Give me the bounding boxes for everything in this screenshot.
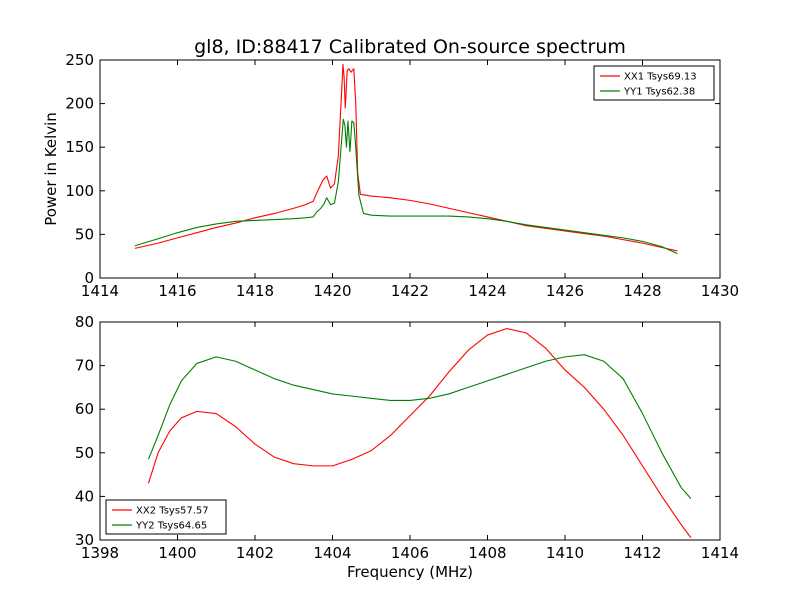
bottom-x-tick-label: 1400 bbox=[158, 544, 196, 562]
bottom-y-tick-label: 80 bbox=[75, 313, 94, 331]
x-axis-label: Frequency (MHz) bbox=[347, 563, 473, 581]
bottom-legend-label: YY2 Tsys64.65 bbox=[135, 521, 207, 532]
chart-title: gl8, ID:88417 Calibrated On-source spect… bbox=[194, 36, 626, 58]
top-x-tick-label: 1428 bbox=[623, 282, 661, 300]
top-panel: 1414 1416 1418 1420 1422 1424 1426 1428 1430 0 50 1… bbox=[65, 51, 739, 300]
bottom-x-tick-label: 1414 bbox=[701, 544, 739, 562]
top-series-2-line bbox=[134, 118, 678, 255]
bottom-legend: XX2 Tsys57.57 YY2 Tsys64.65 bbox=[105, 499, 227, 535]
top-y-tick-label: 0 bbox=[84, 269, 94, 287]
top-y-tick-label: 100 bbox=[65, 182, 94, 200]
top-y-tick-label: 250 bbox=[65, 51, 94, 69]
top-x-tick-label: 1426 bbox=[546, 282, 584, 300]
top-legend-label: YY1 Tsys62.38 bbox=[623, 87, 695, 98]
top-x-tick-label: 1416 bbox=[158, 282, 196, 300]
bottom-x-tick-label: 1410 bbox=[546, 544, 584, 562]
bottom-x-tick-label: 1408 bbox=[468, 544, 506, 562]
bottom-x-tick-label: 1406 bbox=[391, 544, 429, 562]
top-legend-box bbox=[593, 65, 715, 101]
y-axis-label: Power in Kelvin bbox=[42, 112, 60, 226]
bottom-legend-label: XX2 Tsys57.57 bbox=[136, 506, 209, 517]
bottom-series-1-line bbox=[147, 327, 692, 539]
bottom-y-tick-label: 60 bbox=[75, 400, 94, 418]
top-y-tick-label: 150 bbox=[65, 138, 94, 156]
bottom-y-tick-label: 50 bbox=[75, 444, 94, 462]
top-x-tick-label: 1414 bbox=[81, 282, 119, 300]
top-series-1-line bbox=[134, 63, 678, 252]
bottom-y-tick-label: 30 bbox=[75, 531, 94, 549]
bottom-x-tick-label: 1402 bbox=[236, 544, 274, 562]
bottom-legend-box bbox=[105, 499, 227, 535]
top-x-tick-label: 1420 bbox=[313, 282, 351, 300]
bottom-x-tick-label: 1404 bbox=[313, 544, 351, 562]
top-x-tick-label: 1424 bbox=[468, 282, 506, 300]
bottom-y-tick-label: 70 bbox=[75, 357, 94, 375]
bottom-x-tick-label: 1412 bbox=[623, 544, 661, 562]
top-y-tick-label: 200 bbox=[65, 95, 94, 113]
top-legend: XX1 Tsys69.13 YY1 Tsys62.38 bbox=[593, 65, 715, 101]
top-x-tick-label: 1430 bbox=[701, 282, 739, 300]
bottom-x-tick-label: 1398 bbox=[81, 544, 119, 562]
bottom-y-tick-label: 40 bbox=[75, 487, 94, 505]
top-x-tick-label: 1418 bbox=[236, 282, 274, 300]
top-x-tick-label: 1422 bbox=[391, 282, 429, 300]
top-legend-label: XX1 Tsys69.13 bbox=[624, 72, 697, 83]
bottom-series-2-line bbox=[147, 354, 692, 499]
top-y-tick-label: 50 bbox=[75, 225, 94, 243]
bottom-panel: 1398 1400 1402 1404 1406 1408 1410 1412 1414 30 40… bbox=[75, 313, 739, 562]
